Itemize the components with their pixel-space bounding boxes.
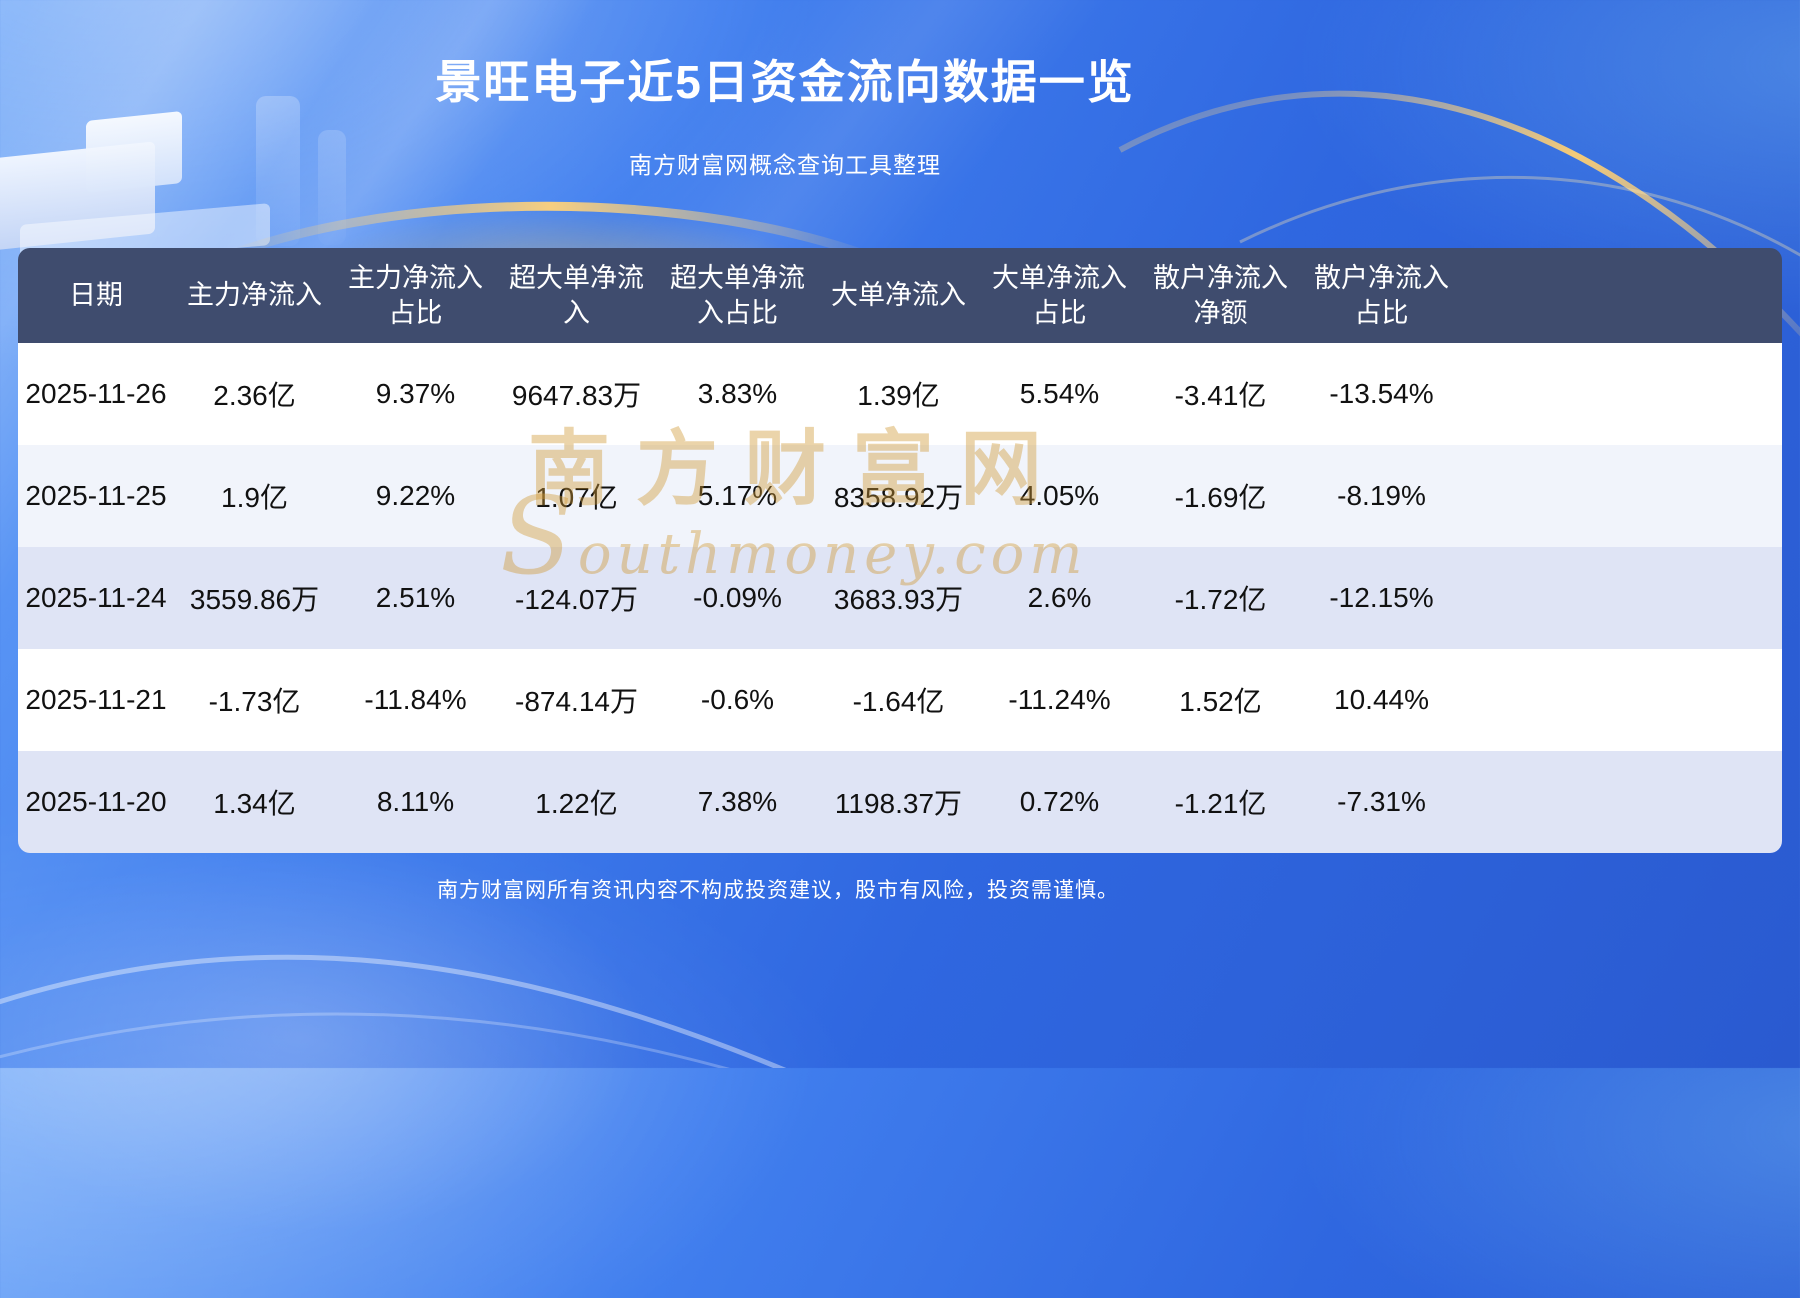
col-large-order-net-inflow-ratio: 大单净流入占比 <box>992 262 1127 328</box>
col-xl-order-net-inflow-ratio: 超大单净流入占比 <box>670 262 805 328</box>
cell-main-net-inflow-ratio: 9.37% <box>375 378 456 409</box>
col-large-order-net-inflow: 大单净流入 <box>831 280 966 310</box>
cell-main-net-inflow: -1.73亿 <box>208 686 301 717</box>
row-filler <box>1462 751 1782 853</box>
cell-main-net-inflow: 1.9亿 <box>221 482 288 513</box>
cell-xl-order-net-inflow-ratio: -0.09% <box>693 582 782 613</box>
col-main-net-inflow-ratio: 主力净流入占比 <box>348 262 483 328</box>
cell-large-order-net-inflow: 8358.92万 <box>833 482 964 513</box>
cell-xl-order-net-inflow-ratio: 5.17% <box>697 480 778 511</box>
cell-large-order-net-inflow: 1198.37万 <box>834 788 963 819</box>
cell-large-order-net-inflow-ratio: -11.24% <box>1008 684 1111 715</box>
cell-retail-net-inflow: -1.21亿 <box>1174 788 1267 819</box>
cell-date: 2025-11-26 <box>25 378 167 409</box>
page-subtitle: 南方财富网概念查询工具整理 <box>629 152 941 178</box>
cell-large-order-net-inflow-ratio: 2.6% <box>1027 582 1092 613</box>
col-date: 日期 <box>69 280 123 310</box>
cell-date: 2025-11-21 <box>25 684 167 715</box>
cell-main-net-inflow-ratio: 2.51% <box>375 582 456 613</box>
table-row: 2025-11-25 1.9亿 9.22% 1.07亿 5.17% 8358.9… <box>18 445 1782 547</box>
cell-retail-net-inflow-ratio: -7.31% <box>1337 786 1426 817</box>
cell-large-order-net-inflow-ratio: 5.54% <box>1019 378 1100 409</box>
cell-xl-order-net-inflow: 1.07亿 <box>535 482 618 513</box>
table-row: 2025-11-24 3559.86万 2.51% -124.07万 -0.09… <box>18 547 1782 649</box>
cell-main-net-inflow-ratio: -11.84% <box>364 684 467 715</box>
col-xl-order-net-inflow: 超大单净流入 <box>509 262 644 328</box>
cell-xl-order-net-inflow: -124.07万 <box>515 584 638 615</box>
cell-main-net-inflow-ratio: 8.11% <box>376 786 455 817</box>
cell-date: 2025-11-25 <box>25 480 167 511</box>
table-header-row: 日期 主力净流入 主力净流入占比 超大单净流入 超大单净流入占比 大单净流入 大… <box>18 248 1782 343</box>
row-filler <box>1462 445 1782 547</box>
cell-date: 2025-11-20 <box>25 786 167 817</box>
page-title: 景旺电子近5日资金流向数据一览 <box>435 56 1135 108</box>
cell-xl-order-net-inflow-ratio: 3.83% <box>697 378 778 409</box>
col-retail-net-inflow-ratio: 散户净流入占比 <box>1314 262 1449 328</box>
cell-main-net-inflow-ratio: 9.22% <box>375 480 456 511</box>
cell-retail-net-inflow-ratio: -13.54% <box>1329 378 1434 409</box>
cell-date: 2025-11-24 <box>25 582 167 613</box>
header-filler <box>1462 248 1782 343</box>
col-main-net-inflow: 主力净流入 <box>187 280 322 310</box>
cell-retail-net-inflow: -3.41亿 <box>1174 380 1267 411</box>
row-filler <box>1462 649 1782 751</box>
row-filler <box>1462 343 1782 445</box>
title-block: 景旺电子近5日资金流向数据一览 南方财富网概念查询工具整理 <box>0 0 1570 182</box>
cell-large-order-net-inflow: 3683.93万 <box>833 584 964 615</box>
cell-xl-order-net-inflow-ratio: 7.38% <box>697 786 778 817</box>
disclaimer-text: 南方财富网所有资讯内容不构成投资建议，股市有风险，投资需谨慎。 <box>437 879 1119 902</box>
cell-main-net-inflow: 1.34亿 <box>213 788 296 819</box>
fund-flow-table: 日期 主力净流入 主力净流入占比 超大单净流入 超大单净流入占比 大单净流入 大… <box>18 248 1782 853</box>
deco-glow <box>0 778 760 1298</box>
cell-xl-order-net-inflow: -874.14万 <box>515 686 638 717</box>
cell-retail-net-inflow: -1.72亿 <box>1174 584 1267 615</box>
row-filler <box>1462 547 1782 649</box>
table-row: 2025-11-21 -1.73亿 -11.84% -874.14万 -0.6%… <box>18 649 1782 751</box>
cell-main-net-inflow: 2.36亿 <box>213 380 296 411</box>
cell-xl-order-net-inflow: 1.22亿 <box>535 788 618 819</box>
cell-retail-net-inflow-ratio: -8.19% <box>1337 480 1426 511</box>
cell-large-order-net-inflow: -1.64亿 <box>852 686 945 717</box>
cell-large-order-net-inflow-ratio: 4.05% <box>1019 480 1100 511</box>
cell-retail-net-inflow: -1.69亿 <box>1174 482 1267 513</box>
table-row: 2025-11-26 2.36亿 9.37% 9647.83万 3.83% 1.… <box>18 343 1782 445</box>
cell-main-net-inflow: 3559.86万 <box>189 584 320 615</box>
cell-retail-net-inflow-ratio: -12.15% <box>1329 582 1434 613</box>
cell-retail-net-inflow: 1.52亿 <box>1179 686 1262 717</box>
cell-large-order-net-inflow-ratio: 0.72% <box>1019 786 1100 817</box>
col-retail-net-inflow: 散户净流入净额 <box>1153 262 1288 328</box>
cell-large-order-net-inflow: 1.39亿 <box>857 380 940 411</box>
table-row: 2025-11-20 1.34亿 8.11% 1.22亿 7.38% 1198.… <box>18 751 1782 853</box>
cell-xl-order-net-inflow-ratio: -0.6% <box>700 684 775 715</box>
cell-retail-net-inflow-ratio: 10.44% <box>1334 684 1429 715</box>
cell-xl-order-net-inflow: 9647.83万 <box>511 380 642 411</box>
